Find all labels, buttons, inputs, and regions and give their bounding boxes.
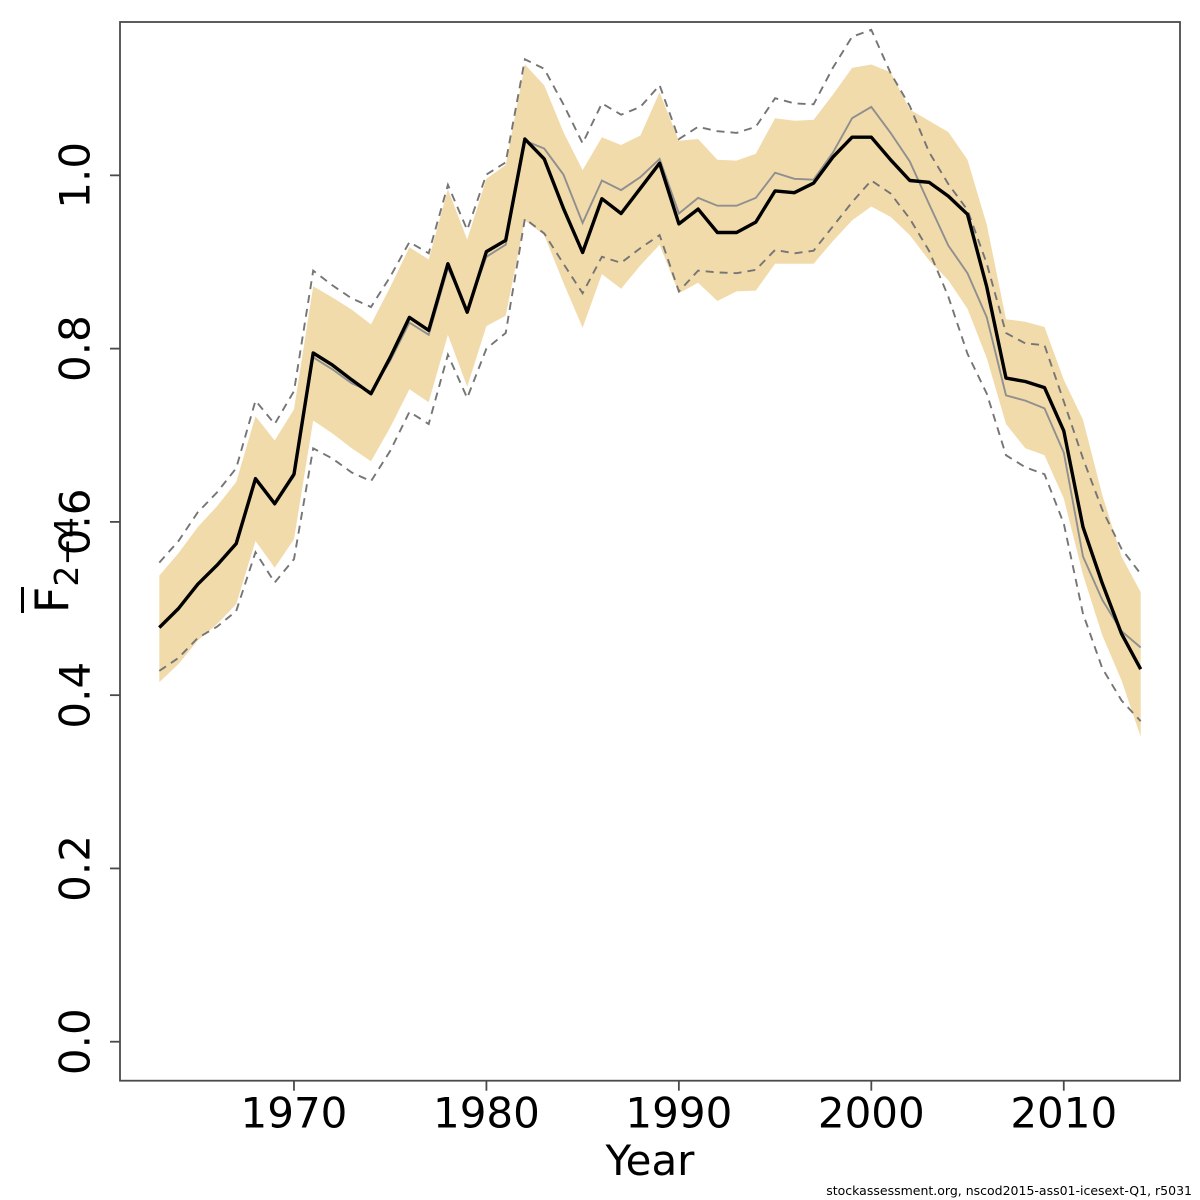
- estimate-line: [158, 135, 1143, 671]
- ci-dashed-lower: [158, 179, 1142, 722]
- x-tick-label-1970: 1970: [241, 1089, 348, 1138]
- plot-box: [119, 21, 1181, 1082]
- y-tick-label-0.6: 0.6: [51, 488, 100, 555]
- footer-note: stockassessment.org, nscod2015-ass01-ice…: [826, 1183, 1192, 1198]
- y-axis-title: F2−4: [21, 495, 86, 635]
- x-tick-label-1980: 1980: [433, 1089, 540, 1138]
- x-tick-label-1990: 1990: [625, 1089, 732, 1138]
- y-axis-title-subscript: 2−4: [47, 516, 87, 587]
- ci-dashed-upper: [158, 28, 1142, 575]
- y-tick-label-0.2: 0.2: [51, 835, 100, 902]
- y-tick-label-0.8: 0.8: [51, 315, 100, 382]
- y-tick-label-0.4: 0.4: [51, 662, 100, 729]
- y-axis-title-fbar: F: [21, 586, 79, 614]
- ci-band: [159, 64, 1141, 737]
- comparison-line: [158, 105, 1142, 649]
- y-tick-label-0.0: 0.0: [51, 1008, 100, 1075]
- x-tick-label-2010: 2010: [1010, 1089, 1117, 1138]
- x-tick-label-2000: 2000: [818, 1089, 925, 1138]
- y-tick-label-1.0: 1.0: [51, 142, 100, 209]
- x-axis-title: Year: [605, 1136, 695, 1185]
